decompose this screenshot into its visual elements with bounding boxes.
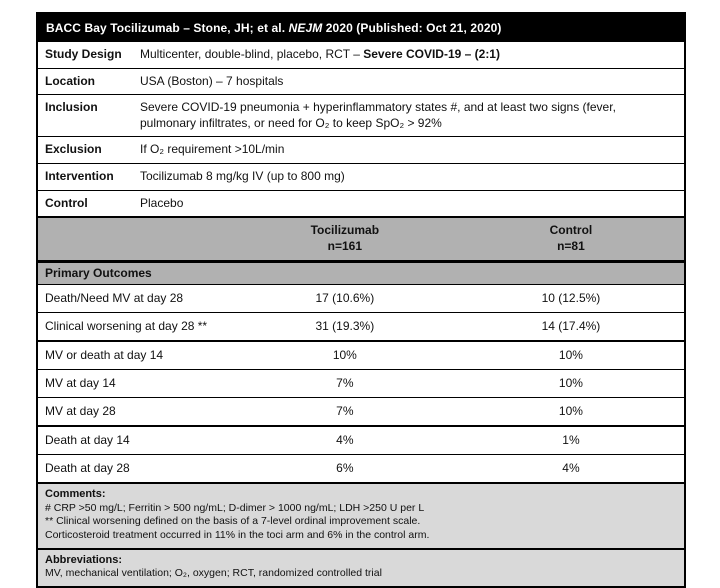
exclusion-label: Exclusion <box>45 142 102 157</box>
intervention-row: Intervention Tocilizumab 8 mg/kg IV (up … <box>38 162 684 190</box>
study-design-bold-text: Severe COVID-19 – (2:1) <box>363 47 500 61</box>
outcome-label: Death/Need MV at day 28 <box>45 291 184 306</box>
exclusion-row: Exclusion If O₂ requirement >10L/min <box>38 136 684 163</box>
outcome-control-value: 10% <box>558 348 583 363</box>
intervention-label: Intervention <box>45 168 114 183</box>
outcome-label: Death at day 14 <box>45 433 130 448</box>
outcome-toci-value: 7% <box>336 404 354 419</box>
abbreviations-line: MV, mechanical ventilation; O₂, oxygen; … <box>45 566 382 579</box>
study-design-value: Multicenter, double-blind, placebo, RCT … <box>140 42 684 68</box>
outcome-control-value: 10 (12.5%) <box>541 291 601 306</box>
treatment-arm-n: n=161 <box>327 238 363 253</box>
outcome-toci-value: 4% <box>336 433 354 448</box>
comment-line-inflammatory-criteria: # CRP >50 mg/L; Ferritin > 500 ng/mL; D-… <box>45 501 425 514</box>
abbreviations-heading: Abbreviations: <box>45 553 123 566</box>
outcome-control-value: 10% <box>558 376 583 391</box>
outcome-label: MV at day 28 <box>45 404 116 419</box>
outcome-row-mv-14: MV at day 14 7% 10% <box>38 369 684 398</box>
study-design-label: Study Design <box>45 47 122 61</box>
inclusion-row: Inclusion Severe COVID-19 pneumonia + hy… <box>38 94 684 137</box>
primary-outcomes-header: Primary Outcomes <box>38 260 684 285</box>
title-date: 2020 (Published: Oct 21, 2020) <box>322 21 502 35</box>
location-label: Location <box>45 73 95 88</box>
outcome-row-mv-28: MV at day 28 7% 10% <box>38 397 684 426</box>
arm-header-spacer <box>38 223 232 254</box>
inclusion-label: Inclusion <box>45 100 98 115</box>
location-row: Location USA (Boston) – 7 hospitals <box>38 67 684 95</box>
control-value: Placebo <box>140 195 184 210</box>
outcome-label: Clinical worsening at day 28 ** <box>45 319 208 334</box>
comments-section: Comments: # CRP >50 mg/L; Ferritin > 500… <box>38 482 684 548</box>
exclusion-value: If O₂ requirement >10L/min <box>140 142 285 157</box>
comment-line-corticosteroid: Corticosteroid treatment occurred in 11%… <box>45 528 430 541</box>
outcome-toci-value: 6% <box>336 461 354 476</box>
title-text: BACC Bay Tocilizumab – Stone, JH; et al. <box>46 21 289 35</box>
study-design-row: Study Design Multicenter, double-blind, … <box>38 41 684 68</box>
outcome-control-value: 4% <box>562 461 580 476</box>
arm-header-row: Tocilizumab n=161 Control n=81 <box>38 216 684 261</box>
table-title: BACC Bay Tocilizumab – Stone, JH; et al.… <box>38 14 684 41</box>
outcome-row-death-14: Death at day 14 4% 1% <box>38 425 684 455</box>
outcome-control-value: 1% <box>562 433 580 448</box>
inclusion-value: Severe COVID-19 pneumonia + hyperinflamm… <box>140 100 616 130</box>
outcome-control-value: 10% <box>558 404 583 419</box>
journal-name: NEJM <box>288 21 323 35</box>
outcome-toci-value: 10% <box>332 348 357 363</box>
outcome-row-clinical-worsening-28: Clinical worsening at day 28 ** 31 (19.3… <box>38 312 684 341</box>
abbreviations-section: Abbreviations: MV, mechanical ventilatio… <box>38 547 684 586</box>
treatment-arm-header: Tocilizumab n=161 <box>232 223 458 254</box>
treatment-arm-name: Tocilizumab <box>310 223 380 238</box>
control-label: Control <box>45 195 88 210</box>
outcome-toci-value: 17 (10.6%) <box>315 291 375 306</box>
intervention-value: Tocilizumab 8 mg/kg IV (up to 800 mg) <box>140 168 345 183</box>
comments-heading: Comments: <box>45 488 106 501</box>
control-arm-header: Control n=81 <box>458 223 684 254</box>
outcome-row-death-28: Death at day 28 6% 4% <box>38 454 684 483</box>
trial-summary-table: BACC Bay Tocilizumab – Stone, JH; et al.… <box>36 12 686 588</box>
control-arm-name: Control <box>549 223 593 238</box>
control-arm-n: n=81 <box>557 238 585 253</box>
control-row: Control Placebo <box>38 189 684 217</box>
outcome-label: MV or death at day 14 <box>45 348 164 363</box>
outcome-row-death-mv-28: Death/Need MV at day 28 17 (10.6%) 10 (1… <box>38 284 684 313</box>
outcome-toci-value: 7% <box>336 376 354 391</box>
study-design-text: Multicenter, double-blind, placebo, RCT … <box>140 47 364 61</box>
comment-line-clinical-worsening-def: ** Clinical worsening defined on the bas… <box>45 515 421 528</box>
location-value: USA (Boston) – 7 hospitals <box>140 73 284 88</box>
outcome-label: MV at day 14 <box>45 376 116 391</box>
outcome-toci-value: 31 (19.3%) <box>315 319 375 334</box>
outcome-row-mv-death-14: MV or death at day 14 10% 10% <box>38 340 684 370</box>
outcome-label: Death at day 28 <box>45 461 130 476</box>
outcome-control-value: 14 (17.4%) <box>541 319 601 334</box>
